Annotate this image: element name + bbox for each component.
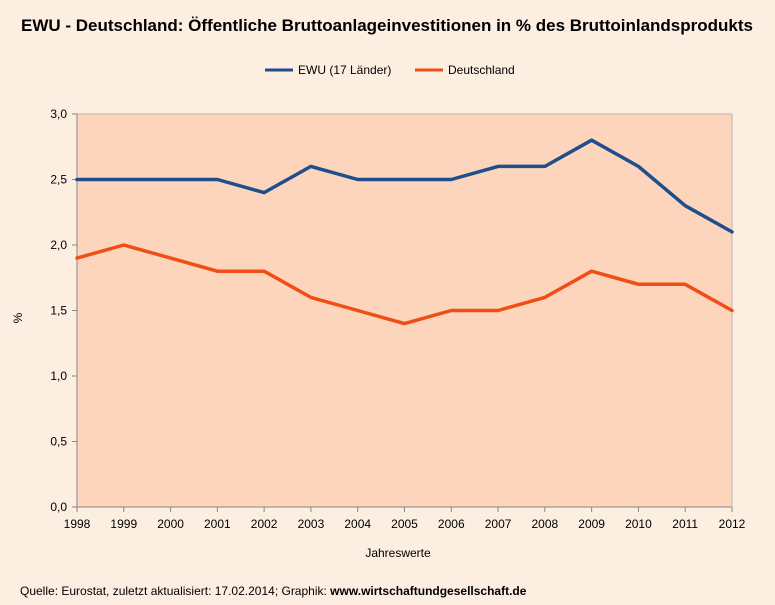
x-tick-label: 2006 — [438, 517, 465, 531]
x-tick-label: 2011 — [672, 517, 698, 531]
x-tick-label: 2010 — [625, 517, 652, 531]
x-tick-label: 1999 — [110, 517, 137, 531]
x-tick-label: 2005 — [391, 517, 418, 531]
y-tick-label: 1,0 — [50, 369, 67, 383]
source-note: Quelle: Eurostat, zuletzt aktualisiert: … — [20, 584, 527, 598]
x-tick-label: 2008 — [532, 517, 559, 531]
x-tick-label: 2000 — [157, 517, 184, 531]
y-tick-label: 0,5 — [50, 435, 67, 449]
legend-item-1: EWU (17 Länder) — [265, 63, 391, 77]
legend-label: Deutschland — [448, 63, 515, 77]
y-tick-label: 3,0 — [50, 107, 67, 121]
x-tick-label: 1998 — [64, 517, 91, 531]
y-axis-label: % — [11, 312, 25, 323]
x-tick-label: 2012 — [719, 517, 746, 531]
series-line-2 — [75, 243, 734, 326]
x-tick-label: 2001 — [204, 517, 231, 531]
x-axis: 1998 1999 2000 2001 2002 2003 2004 2005 2006 2007… — [64, 506, 746, 531]
series-line-1 — [75, 138, 734, 234]
y-tick-label: 1,5 — [50, 304, 67, 318]
x-tick-label: 2002 — [251, 517, 278, 531]
legend-label: EWU (17 Länder) — [298, 63, 391, 77]
legend: EWU (17 Länder) Deutschland — [265, 63, 515, 77]
x-axis-label: Jahreswerte — [365, 546, 431, 560]
x-tick-label: 2007 — [485, 517, 512, 531]
chart-title: EWU - Deutschland: Öffentliche Bruttoanl… — [21, 16, 753, 35]
x-tick-label: 2009 — [578, 517, 605, 531]
y-tick-label: 2,5 — [50, 173, 67, 187]
source-prefix: Quelle: Eurostat, zuletzt aktualisiert: … — [20, 584, 330, 598]
source-link[interactable]: www.wirtschaftundgesellschaft.de — [329, 584, 527, 598]
y-tick-label: 2,0 — [50, 238, 67, 252]
x-tick-label: 2003 — [298, 517, 325, 531]
y-axis: 0,0 0,5 1,0 1,5 2,0 2,5 3,0 — [50, 107, 78, 514]
plot-area — [76, 113, 733, 508]
x-tick-label: 2004 — [344, 517, 371, 531]
y-tick-label: 0,0 — [50, 500, 67, 514]
series-layer — [75, 138, 734, 326]
legend-item-2: Deutschland — [415, 63, 515, 77]
